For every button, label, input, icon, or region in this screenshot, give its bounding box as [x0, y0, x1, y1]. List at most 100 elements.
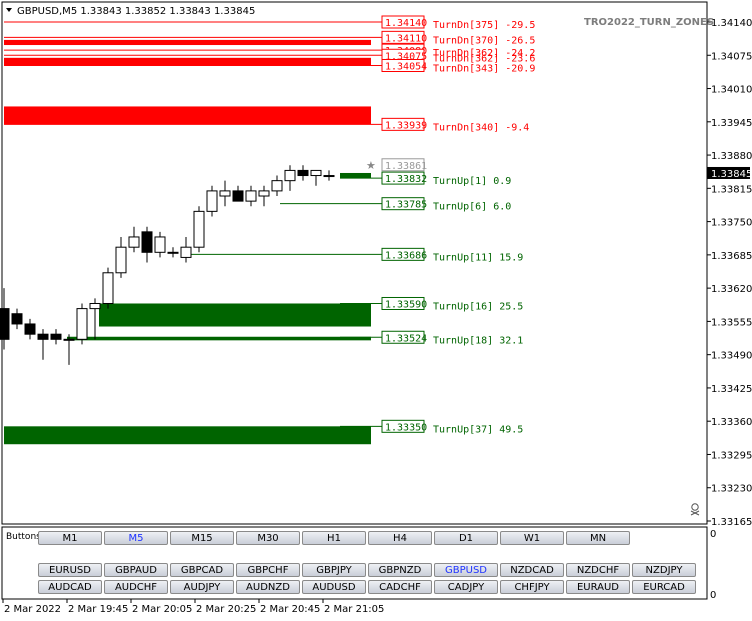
symbol-button-gbpchf[interactable]: GBPCHF: [236, 563, 300, 577]
up-price-label-box: [381, 330, 425, 344]
subwindow-axis-top: 0: [710, 529, 716, 540]
candle-body: [167, 251, 179, 254]
x-tick-label: 2 Mar 20:05: [132, 604, 192, 615]
candle-body: [206, 190, 218, 212]
candle-body: [323, 175, 335, 178]
down-zone-text: TurnDn[340] -9.4: [433, 122, 529, 133]
candle-body: [284, 169, 296, 182]
candle-body: [245, 190, 257, 202]
triangle-down-icon[interactable]: [6, 8, 12, 12]
star-icon: ★: [366, 159, 376, 172]
price-axis: 1.34140 1.34075 1.34010 1.33945 1.33880 1.338…: [707, 18, 752, 528]
symbol-button-euraud[interactable]: EURAUD: [566, 580, 630, 594]
time-axis: 2 Mar 2022 2 Mar 19:45 2 Mar 20:05 2 Mar 20…: [2, 599, 384, 615]
up-price-label-box: [381, 296, 425, 310]
symbol-button-nzdcad[interactable]: NZDCAD: [500, 563, 564, 577]
main-chart-frame: [1, 1, 708, 525]
timeframe-button-m15[interactable]: M15: [170, 531, 234, 545]
symbol-button-gbpaud[interactable]: GBPAUD: [104, 563, 168, 577]
symbol-button-gbpcad[interactable]: GBPCAD: [170, 563, 234, 577]
symbol-button-cadchf[interactable]: CADCHF: [368, 580, 432, 594]
symbol-button-audcad[interactable]: AUDCAD: [38, 580, 102, 594]
y-tick-label: 1.33815: [711, 184, 752, 195]
down-price-label: 1.33939: [385, 120, 427, 131]
symbol-button-gbpusd[interactable]: GBPUSD: [434, 563, 498, 577]
timeframe-button-m30[interactable]: M30: [236, 531, 300, 545]
subwindow-axis-bottom: 0: [710, 590, 716, 601]
symbol-button-gbpjpy[interactable]: GBPJPY: [302, 563, 366, 577]
candle-body: [11, 313, 23, 325]
down-price-label: 1.34054: [385, 62, 427, 73]
up-zone-band: [340, 172, 371, 179]
timeframe-button-h1[interactable]: H1: [302, 531, 366, 545]
skull-icon: [690, 503, 700, 516]
symbol-button-gbpnzd[interactable]: GBPNZD: [368, 563, 432, 577]
timeframe-button-m1[interactable]: M1: [38, 531, 102, 545]
timeframe-button-m5[interactable]: M5: [104, 531, 168, 545]
up-price-label-box: [381, 197, 425, 211]
up-price-label: 1.33590: [385, 299, 427, 310]
down-price-label-box: [381, 30, 425, 44]
symbol-button-eurcad[interactable]: EURCAD: [632, 580, 696, 594]
buttons-label: Buttons: [6, 532, 41, 542]
y-tick-label: 1.33230: [711, 484, 752, 495]
timeframe-button-h4[interactable]: H4: [368, 531, 432, 545]
candle-body: [271, 180, 283, 192]
timeframe-button-mn[interactable]: MN: [566, 531, 630, 545]
down-zone-text: TurnDn[370] -26.5: [433, 35, 535, 46]
symbol-button-nzdchf[interactable]: NZDCHF: [566, 563, 630, 577]
up-price-label-box: [381, 419, 425, 433]
x-tick-label: 2 Mar 21:05: [324, 604, 384, 615]
y-tick-label: 1.33490: [711, 351, 752, 362]
down-zone-band: [4, 106, 371, 125]
candle-body: [76, 308, 88, 340]
y-tick-label: 1.33620: [711, 284, 752, 295]
down-zone-text: TurnDn[362] -24.2: [433, 48, 535, 59]
up-price-label-box: [381, 171, 425, 185]
y-tick-label: 1.33165: [711, 517, 752, 528]
y-tick-label: 1.33945: [711, 118, 752, 129]
symbol-button-chfjpy[interactable]: CHFJPY: [500, 580, 564, 594]
gray-price-label-box: [381, 158, 425, 172]
candle-body: [128, 236, 140, 248]
candle-body: [219, 190, 231, 197]
symbol-button-audnzd[interactable]: AUDNZD: [236, 580, 300, 594]
symbol-button-cadjpy[interactable]: CADJPY: [434, 580, 498, 594]
candle-body: [50, 333, 62, 340]
symbol-button-audchf[interactable]: AUDCHF: [104, 580, 168, 594]
symbol-button-eurusd[interactable]: EURUSD: [38, 563, 102, 577]
y-tick-label: 1.33555: [711, 317, 752, 328]
candle-body: [141, 231, 153, 253]
up-zone-band: [67, 336, 371, 341]
up-price-label-box: [381, 247, 425, 261]
candle-body: [258, 190, 270, 197]
y-tick-label: 1.34140: [711, 18, 752, 29]
symbol-button-nzdjpy[interactable]: NZDJPY: [632, 563, 696, 577]
up-zone-band: [4, 426, 371, 445]
symbol-button-audusd[interactable]: AUDUSD: [302, 580, 366, 594]
current-price-label: 1.33845: [711, 169, 752, 180]
down-price-label: 1.34140: [385, 18, 427, 29]
zones-layer: 1.34140 TurnDn[375] -29.5 1.34110 TurnDn[37…: [4, 15, 535, 445]
x-tick-label: 2 Mar 20:25: [196, 604, 256, 615]
up-price-label: 1.33350: [385, 422, 427, 433]
y-tick-label: 1.33425: [711, 384, 752, 395]
subwindow-frame: [1, 526, 708, 600]
up-zone-text: TurnUp[1] 0.9: [433, 176, 511, 187]
candle-body: [297, 169, 309, 177]
current-price-box: [707, 166, 750, 179]
timeframe-button-w1[interactable]: W1: [500, 531, 564, 545]
candle-body: [193, 210, 205, 248]
up-price-label: 1.33686: [385, 250, 427, 261]
down-price-label: 1.34075: [385, 51, 427, 62]
timeframe-button-d1[interactable]: D1: [434, 531, 498, 545]
y-tick-label: 1.34010: [711, 85, 752, 96]
down-zone-band: [4, 57, 371, 66]
candle-body: [232, 190, 244, 202]
symbol-button-audjpy[interactable]: AUDJPY: [170, 580, 234, 594]
symbol-header: GBPUSD,M5 1.33843 1.33852 1.33843 1.3384…: [17, 6, 255, 17]
candle-body: [154, 236, 166, 253]
down-price-label: 1.34110: [385, 33, 427, 44]
indicator-name: TRO2022_TURN_ZONES: [584, 17, 714, 28]
